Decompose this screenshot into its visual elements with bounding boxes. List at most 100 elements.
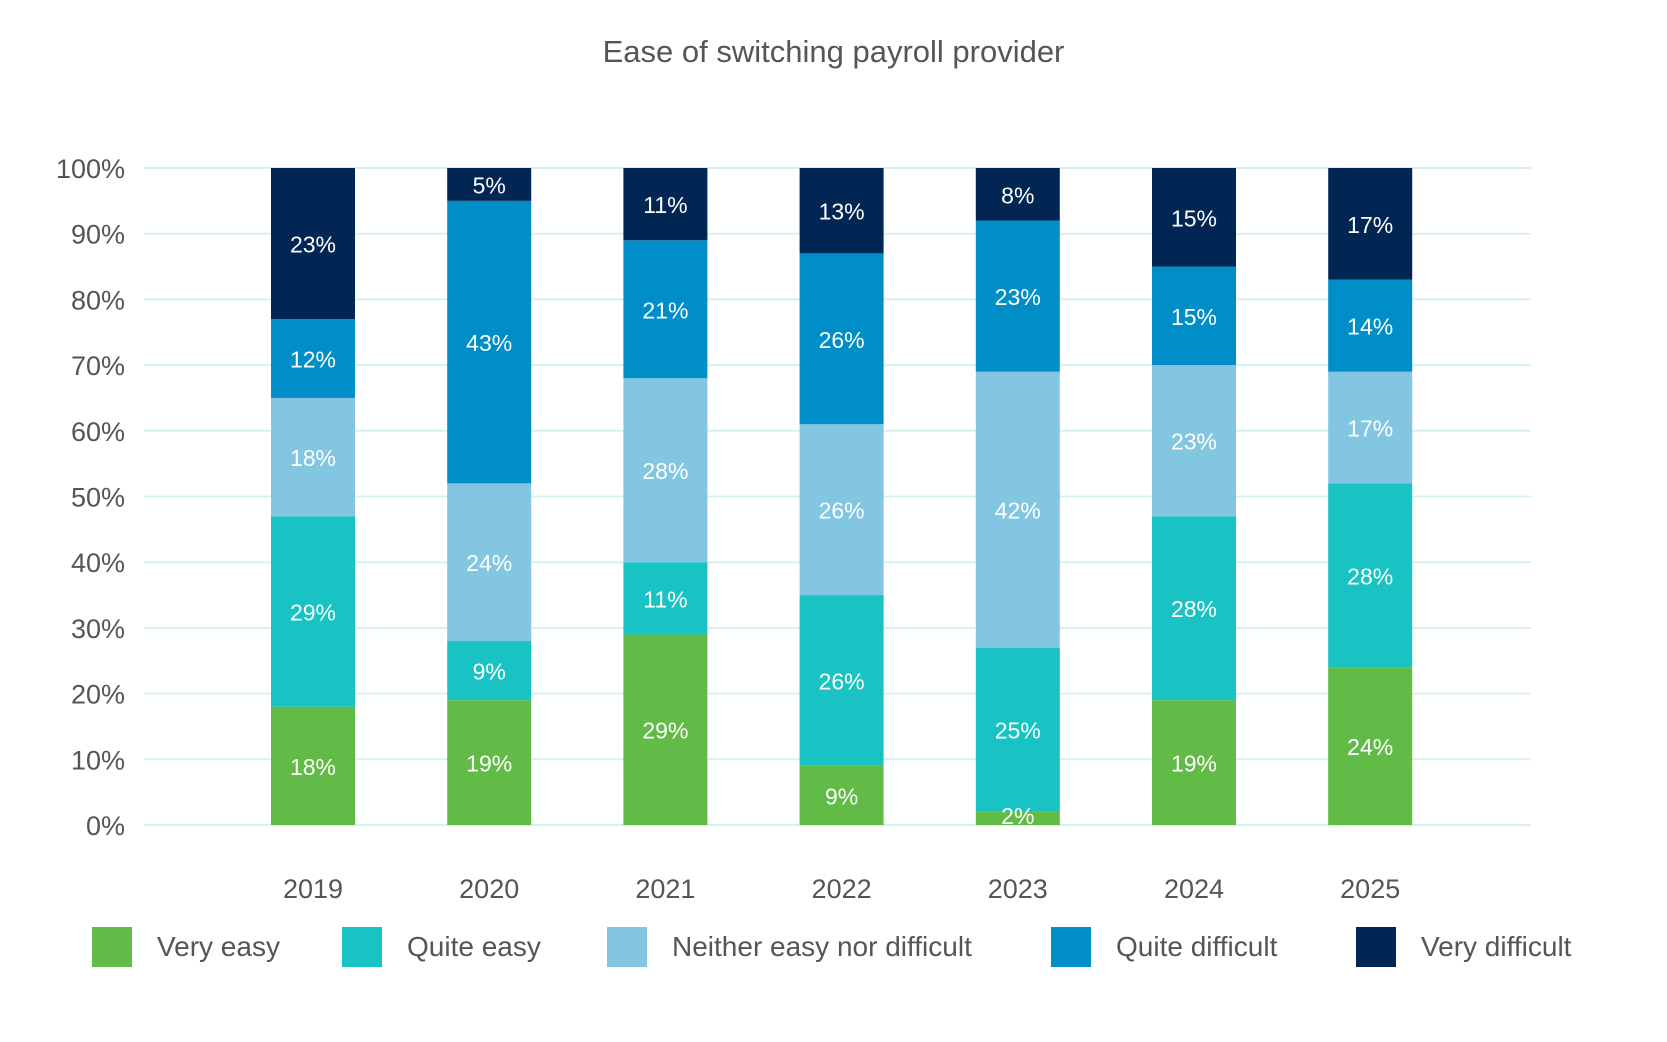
legend-swatch-very-difficult (1356, 927, 1396, 967)
bar-segment[interactable] (1328, 371, 1413, 484)
legend-swatch-very-easy (92, 927, 132, 967)
data-label: 43% (466, 330, 512, 356)
bar-segment[interactable] (799, 253, 884, 425)
data-label: 24% (1347, 734, 1393, 760)
data-label: 11% (643, 586, 687, 612)
bar-segment[interactable] (1152, 700, 1236, 825)
bar-segment[interactable] (1328, 279, 1413, 372)
bar-segment[interactable] (447, 168, 532, 201)
bar-segment[interactable] (975, 811, 1060, 825)
data-label: 9% (473, 659, 506, 685)
x-axis-ticks: 2019 2020 2021 2022 2023 2024 2025 (283, 874, 1400, 904)
y-tick-label: 0% (86, 811, 125, 841)
x-tick-label: 2023 (988, 874, 1048, 904)
bar-segment[interactable] (1328, 168, 1413, 280)
data-label: 28% (1347, 563, 1393, 589)
data-label: 21% (642, 297, 688, 323)
legend-item-very-difficult[interactable]: Very difficult (1356, 927, 1571, 967)
y-tick-label: 70% (71, 351, 125, 381)
legend-item-very-easy[interactable]: Very easy (92, 927, 280, 967)
legend-label: Very easy (157, 931, 280, 962)
data-label: 17% (1347, 416, 1393, 442)
legend-item-neither[interactable]: Neither easy nor difficult (607, 927, 972, 967)
data-label: 23% (290, 232, 336, 258)
legend-label: Quite easy (407, 931, 541, 962)
data-label: 28% (642, 458, 688, 484)
data-label: 18% (290, 754, 336, 780)
bar-segment[interactable] (799, 595, 884, 766)
data-label: 18% (290, 445, 336, 471)
bar-segment[interactable] (271, 397, 355, 517)
bar-segment[interactable] (799, 424, 884, 596)
legend-label: Very difficult (1421, 931, 1572, 962)
bar-segment[interactable] (271, 516, 355, 707)
y-tick-label: 10% (71, 745, 125, 775)
y-tick-label: 40% (71, 548, 125, 578)
legend-item-quite-easy[interactable]: Quite easy (342, 927, 541, 967)
bar-segment[interactable] (1152, 168, 1236, 267)
x-tick-label: 2019 (283, 874, 343, 904)
bar-segment[interactable] (271, 706, 355, 825)
x-tick-label: 2025 (1340, 874, 1400, 904)
data-label: 25% (995, 718, 1041, 744)
bar-segment[interactable] (975, 168, 1060, 221)
legend-swatch-quite-easy (342, 927, 382, 967)
data-label: 11% (643, 192, 687, 218)
bar-segment[interactable] (1152, 365, 1236, 517)
bar-segment[interactable] (271, 168, 355, 320)
bars (271, 168, 1413, 825)
bar-segment[interactable] (447, 200, 532, 484)
data-label: 29% (642, 718, 688, 744)
bar-segment[interactable] (271, 319, 355, 398)
legend-swatch-neither (607, 927, 647, 967)
bar-segment[interactable] (1328, 483, 1413, 668)
bar-segment[interactable] (623, 634, 708, 825)
y-tick-label: 20% (71, 680, 125, 710)
data-label: 2% (1001, 803, 1034, 829)
y-tick-label: 60% (71, 417, 125, 447)
bar-segment[interactable] (447, 700, 532, 825)
y-tick-label: 90% (71, 220, 125, 250)
data-label: 5% (473, 172, 506, 198)
data-label: 17% (1347, 212, 1393, 238)
bar-segment[interactable] (975, 371, 1060, 648)
legend-swatch-quite-difficult (1051, 927, 1091, 967)
data-label: 42% (995, 498, 1041, 524)
y-axis-ticks: 0% 10% 20% 30% 40% 50% 60% 70% 80% 90% 100% (56, 154, 125, 841)
bar-segment[interactable] (447, 641, 532, 701)
legend-label: Neither easy nor difficult (672, 931, 972, 962)
data-label: 29% (290, 599, 336, 625)
data-label: 15% (1171, 304, 1217, 330)
data-label: 19% (1171, 751, 1217, 777)
data-label: 19% (466, 751, 512, 777)
bar-segment[interactable] (1152, 516, 1236, 701)
bar-segment[interactable] (623, 240, 708, 379)
data-label: 15% (1171, 205, 1217, 231)
bar-segment[interactable] (975, 220, 1060, 372)
y-tick-label: 100% (56, 154, 125, 184)
bar-segment[interactable] (447, 483, 532, 642)
y-tick-label: 30% (71, 614, 125, 644)
bar-segment[interactable] (623, 562, 708, 635)
data-label: 26% (819, 327, 865, 353)
y-tick-label: 50% (71, 483, 125, 513)
bar-segment[interactable] (975, 647, 1060, 812)
chart-title: Ease of switching payroll provider (602, 34, 1065, 69)
x-tick-label: 2021 (635, 874, 695, 904)
bar-segment[interactable] (1328, 667, 1413, 825)
data-label: 13% (819, 199, 865, 225)
data-label: 28% (1171, 596, 1217, 622)
data-label: 24% (466, 550, 512, 576)
bar-segment[interactable] (799, 765, 884, 825)
bar-segment[interactable] (1152, 266, 1236, 366)
data-label: 9% (825, 783, 858, 809)
data-label: 23% (1171, 429, 1217, 455)
bar-segment[interactable] (623, 378, 708, 563)
legend-item-quite-difficult[interactable]: Quite difficult (1051, 927, 1277, 967)
bar-segment[interactable] (623, 168, 708, 241)
legend-label: Quite difficult (1116, 931, 1278, 962)
data-label: 14% (1347, 314, 1393, 340)
y-tick-label: 80% (71, 285, 125, 315)
bar-segment[interactable] (799, 168, 884, 254)
